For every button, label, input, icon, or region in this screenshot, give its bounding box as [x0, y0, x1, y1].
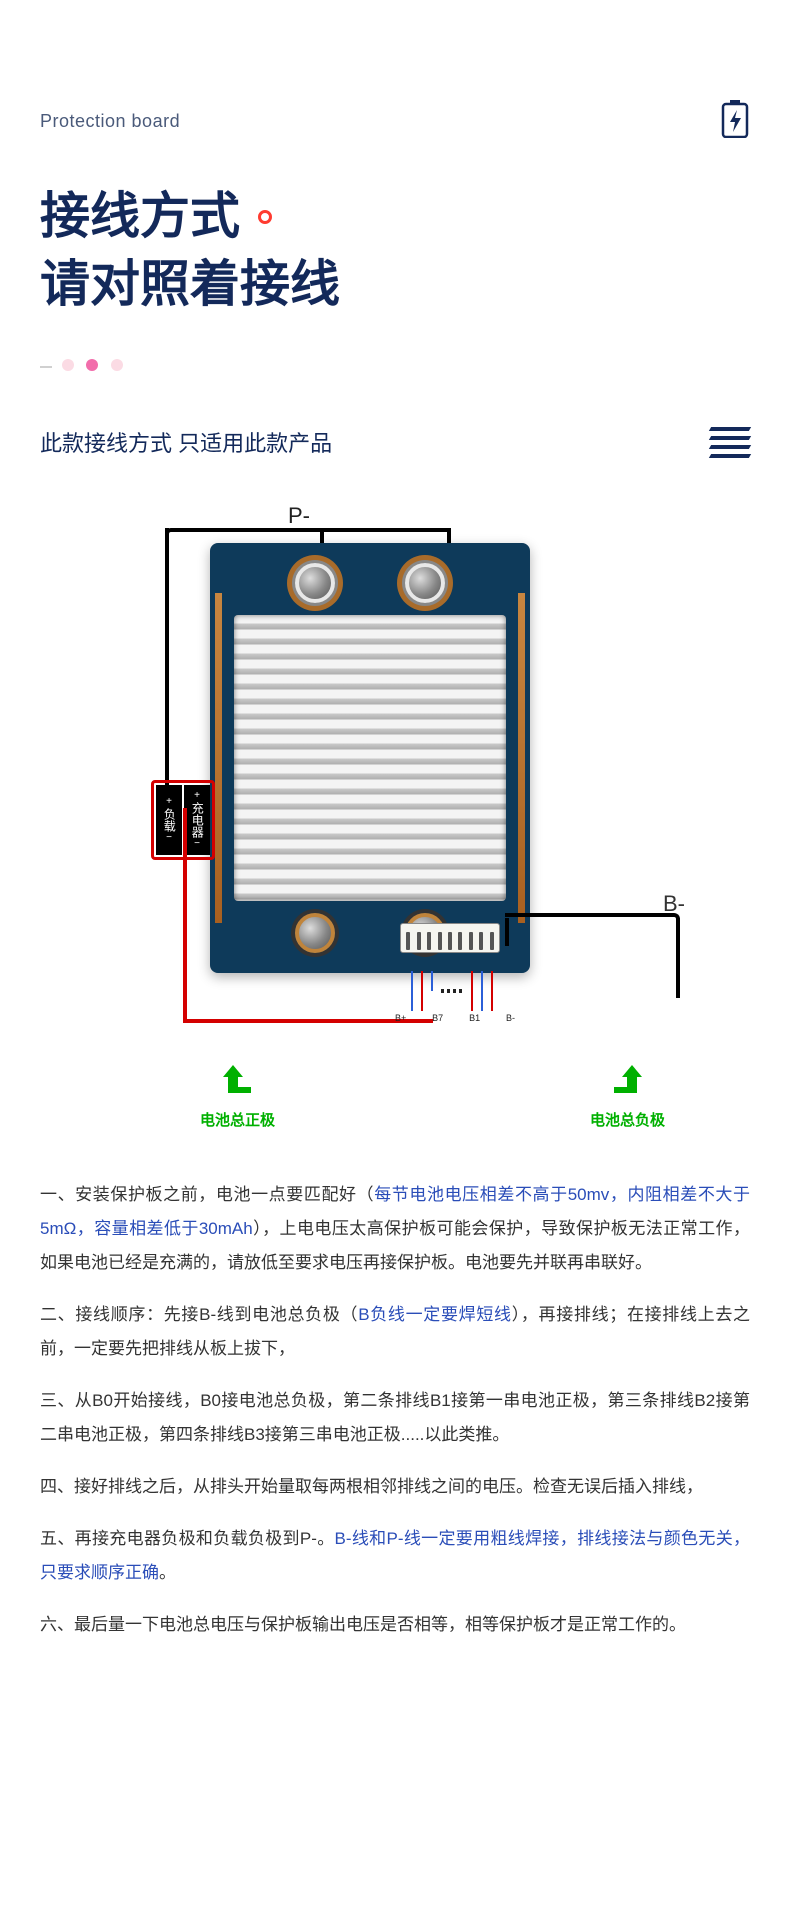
highlight-text: B-线和P-线一定要用粗线焊接， [335, 1529, 578, 1548]
plus-sign: + [166, 796, 172, 808]
stripes-icon [710, 427, 750, 458]
screw-terminal [295, 913, 335, 953]
b7-label: B7 [432, 1013, 443, 1023]
page-header: Protection board [40, 100, 750, 143]
heatsink [234, 615, 506, 901]
subtitle: Protection board [40, 111, 180, 132]
bplus-label: B+ [395, 1013, 406, 1023]
instruction-6: 六、最后量一下电池总电压与保护板输出电压是否相等，相等保护板才是正常工作的。 [40, 1608, 750, 1642]
instruction-3: 三、从B0开始接线，B0接电池总负极，第二条排线B1接第一串电池正极，第三条排线… [40, 1384, 750, 1452]
wire-b-minus [505, 913, 680, 998]
protection-board [210, 543, 530, 973]
applicability-note: 此款接线方式 只适用此款产品 [40, 426, 332, 458]
wire-red-vert [183, 808, 187, 1023]
charger-box: + 充电器 − [184, 785, 210, 855]
arrow-negative: 电池总负极 [590, 1063, 665, 1130]
highlight-text: B负线一定要焊短线 [358, 1305, 511, 1324]
battery-charge-icon [720, 100, 750, 143]
arrow-positive: 电池总正极 [200, 1063, 275, 1130]
screw-terminal [295, 563, 335, 603]
instruction-4: 四、接好排线之后，从排头开始量取每两根相邻排线之间的电压。检查无误后插入排线， [40, 1470, 750, 1504]
wire-b-minus-drop [505, 918, 509, 946]
balance-labels: B+ B7 B1 B- [395, 1013, 515, 1023]
instruction-1: 一、安装保护板之前，电池一点要匹配好（每节电池电压相差不高于50mv，内阻相差不… [40, 1178, 750, 1280]
plus-sign: + [194, 790, 200, 802]
charger-label: 充电器 [190, 802, 204, 838]
red-circle-accent [258, 210, 272, 224]
b1-label: B1 [469, 1013, 480, 1023]
title-line-2: 请对照着接线 [40, 251, 340, 319]
wiring-diagram: P- + [65, 508, 725, 1128]
bminus-small-label: B- [506, 1013, 515, 1023]
screw-terminal [405, 563, 445, 603]
load-box: + 负载 − [156, 785, 182, 855]
wire-p-minus-vert [165, 528, 169, 808]
top-terminals [230, 563, 510, 603]
minus-sign: − [194, 838, 200, 850]
dots-trio [62, 358, 131, 376]
instruction-5: 五、再接充电器负极和负载负极到P-。B-线和P-线一定要用粗线焊接，排线接法与颜… [40, 1522, 750, 1590]
divider-dots [40, 358, 750, 376]
instructions-block: 一、安装保护板之前，电池一点要匹配好（每节电池电压相差不高于50mv，内阻相差不… [40, 1168, 750, 1670]
copper-strip-left [215, 593, 222, 923]
p-minus-label: P- [288, 503, 310, 529]
instruction-2: 二、接线顺序：先接B-线到电池总负极（B负线一定要焊短线），再接排线；在接排线上… [40, 1298, 750, 1366]
negative-label: 电池总负极 [590, 1109, 665, 1130]
title-line-1: 接线方式 [40, 183, 240, 251]
balance-connector [400, 923, 500, 953]
title-block: 接线方式 请对照着接线 [40, 183, 750, 318]
copper-strip-right [518, 593, 525, 923]
minus-sign: − [166, 832, 172, 844]
load-label: 负载 [162, 808, 176, 832]
note-row: 此款接线方式 只适用此款产品 [40, 426, 750, 458]
positive-label: 电池总正极 [200, 1109, 275, 1130]
